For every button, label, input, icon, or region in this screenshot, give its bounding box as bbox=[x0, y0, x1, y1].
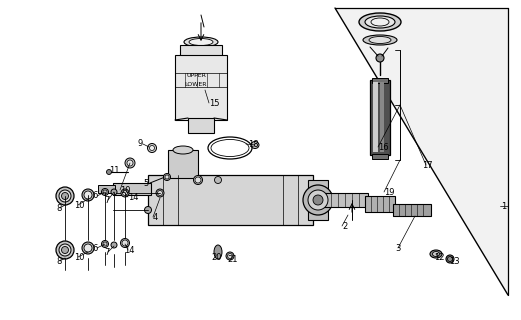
Text: 7: 7 bbox=[104, 196, 109, 204]
Bar bbox=[372, 154, 388, 159]
Text: 8: 8 bbox=[56, 204, 61, 212]
Text: 3: 3 bbox=[395, 244, 400, 252]
Bar bbox=[373, 82, 378, 152]
Text: 10: 10 bbox=[74, 252, 84, 261]
Ellipse shape bbox=[214, 245, 222, 259]
Bar bbox=[188, 118, 214, 133]
Bar bbox=[393, 204, 431, 216]
Ellipse shape bbox=[359, 13, 401, 31]
Text: 8: 8 bbox=[56, 257, 61, 266]
Bar bbox=[148, 175, 313, 225]
Text: 1: 1 bbox=[501, 202, 506, 211]
Ellipse shape bbox=[59, 244, 71, 256]
Ellipse shape bbox=[84, 244, 92, 252]
Ellipse shape bbox=[61, 246, 68, 253]
Text: 5: 5 bbox=[143, 179, 148, 188]
Bar bbox=[370, 80, 390, 155]
Ellipse shape bbox=[127, 160, 133, 166]
Ellipse shape bbox=[193, 175, 203, 185]
Text: 15: 15 bbox=[209, 99, 219, 108]
Text: 14: 14 bbox=[124, 245, 134, 254]
Ellipse shape bbox=[228, 253, 232, 259]
Text: 11: 11 bbox=[109, 165, 119, 174]
Text: UPPER: UPPER bbox=[186, 73, 206, 77]
Ellipse shape bbox=[56, 187, 74, 205]
Ellipse shape bbox=[303, 185, 333, 215]
Ellipse shape bbox=[215, 177, 221, 183]
Ellipse shape bbox=[84, 191, 92, 199]
Bar bbox=[372, 78, 388, 83]
Ellipse shape bbox=[120, 238, 130, 247]
Bar bbox=[168, 150, 198, 178]
Ellipse shape bbox=[121, 189, 129, 197]
Text: LOWER: LOWER bbox=[185, 82, 207, 86]
Ellipse shape bbox=[432, 252, 440, 257]
Text: 18: 18 bbox=[248, 140, 258, 148]
Bar bbox=[365, 196, 395, 212]
Ellipse shape bbox=[56, 241, 74, 259]
Ellipse shape bbox=[61, 193, 68, 199]
Text: 17: 17 bbox=[422, 161, 432, 170]
Ellipse shape bbox=[184, 37, 218, 47]
Ellipse shape bbox=[150, 146, 155, 150]
Ellipse shape bbox=[430, 250, 442, 258]
Ellipse shape bbox=[125, 158, 135, 168]
Ellipse shape bbox=[82, 189, 94, 201]
Ellipse shape bbox=[195, 177, 201, 183]
Ellipse shape bbox=[157, 190, 163, 196]
Bar bbox=[313, 193, 368, 207]
Ellipse shape bbox=[102, 188, 108, 196]
Ellipse shape bbox=[369, 36, 391, 44]
Ellipse shape bbox=[144, 206, 152, 213]
Ellipse shape bbox=[103, 190, 107, 194]
Text: 13: 13 bbox=[449, 257, 460, 266]
Ellipse shape bbox=[226, 252, 234, 260]
Ellipse shape bbox=[102, 241, 108, 247]
Bar bbox=[308, 180, 328, 220]
Text: 10: 10 bbox=[74, 201, 84, 210]
Bar bbox=[98, 185, 115, 193]
Ellipse shape bbox=[251, 141, 259, 148]
Text: 21: 21 bbox=[227, 255, 238, 265]
Ellipse shape bbox=[189, 38, 213, 45]
Ellipse shape bbox=[111, 189, 117, 195]
Text: 12: 12 bbox=[434, 252, 444, 261]
Ellipse shape bbox=[164, 173, 170, 180]
Ellipse shape bbox=[147, 143, 156, 153]
Ellipse shape bbox=[106, 170, 111, 174]
Ellipse shape bbox=[156, 189, 164, 197]
Ellipse shape bbox=[313, 195, 323, 205]
Polygon shape bbox=[335, 8, 508, 295]
Text: 14: 14 bbox=[128, 193, 139, 202]
Ellipse shape bbox=[111, 242, 117, 248]
Bar bbox=[175, 55, 227, 120]
Text: 7: 7 bbox=[104, 247, 109, 257]
Ellipse shape bbox=[59, 190, 71, 202]
Ellipse shape bbox=[165, 175, 169, 179]
Ellipse shape bbox=[82, 242, 94, 254]
Text: 6: 6 bbox=[92, 244, 97, 252]
Ellipse shape bbox=[446, 255, 454, 263]
Ellipse shape bbox=[103, 242, 107, 246]
Ellipse shape bbox=[122, 190, 128, 196]
Text: 6: 6 bbox=[92, 190, 97, 199]
Ellipse shape bbox=[363, 35, 397, 45]
Ellipse shape bbox=[376, 54, 384, 62]
Bar bbox=[113, 183, 151, 195]
Ellipse shape bbox=[173, 146, 193, 154]
Text: 20: 20 bbox=[211, 253, 221, 262]
Bar bbox=[380, 82, 384, 152]
Ellipse shape bbox=[371, 18, 389, 26]
Text: 4: 4 bbox=[153, 212, 158, 221]
Ellipse shape bbox=[365, 16, 395, 28]
Text: 16: 16 bbox=[378, 142, 389, 151]
Bar bbox=[180, 45, 222, 59]
Ellipse shape bbox=[122, 240, 128, 246]
Text: 9: 9 bbox=[138, 139, 143, 148]
Text: 2: 2 bbox=[342, 221, 348, 230]
Ellipse shape bbox=[308, 190, 328, 210]
Text: 19: 19 bbox=[384, 188, 394, 196]
Text: 10: 10 bbox=[120, 186, 130, 195]
